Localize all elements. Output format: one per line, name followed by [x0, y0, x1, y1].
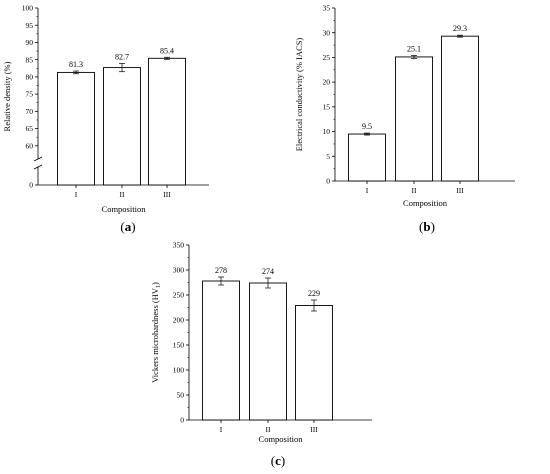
- data-label: 29.3: [453, 24, 467, 33]
- x-axis-title: Composition: [259, 434, 304, 444]
- panel-label-open: (: [120, 219, 124, 234]
- x-tick-label: III: [456, 186, 464, 195]
- bar: [103, 67, 141, 186]
- y-axis-title-text: Vickers microhardness (HV: [150, 287, 160, 383]
- bar: [295, 305, 333, 421]
- bar: [202, 280, 240, 421]
- y-tick-label: 5: [326, 152, 330, 161]
- bar: [348, 133, 386, 182]
- chart-panel-3: 0 50 100 150 200 250 300 350 278 I 274 II 229 III Comp…: [150, 241, 372, 468]
- panel-label-open: (: [419, 219, 423, 234]
- y-tick-label: 35: [323, 4, 331, 13]
- y-tick-label: 80: [26, 72, 34, 81]
- y-axis-title-suffix: ): [150, 282, 160, 285]
- x-axis-title: Composition: [403, 198, 448, 208]
- y-tick-label: 95: [26, 21, 34, 30]
- x-tick-label: III: [310, 425, 318, 434]
- y-tick-label: 20: [323, 78, 331, 87]
- data-label: 274: [262, 267, 274, 276]
- x-axis-title: Composition: [102, 204, 147, 214]
- chart-panel-1: 60 65 70 75 80 85 90 95 100 0 81.3 I 82.7 II 85.4 III Co…: [2, 4, 209, 234]
- axis-break-mark: [33, 164, 43, 170]
- y-tick-label: 15: [323, 102, 331, 111]
- y-tick-label: 10: [323, 127, 331, 136]
- data-label: 25.1: [407, 44, 421, 53]
- y-axis-title: Electrical conductivity (% IACS): [294, 38, 304, 152]
- y-axis-title: Vickers microhardness (HV1): [150, 282, 162, 383]
- y-tick-label: 60: [26, 141, 34, 150]
- panel-label: (c): [271, 453, 285, 468]
- y-tick-label: 65: [26, 124, 34, 133]
- y-tick-label: 0: [180, 416, 184, 425]
- y-tick-label: 350: [173, 241, 185, 250]
- bar: [249, 282, 287, 421]
- panel-label: (b): [419, 219, 435, 234]
- x-tick-label: II: [266, 425, 271, 434]
- data-label: 85.4: [160, 46, 174, 55]
- y-tick-label: 250: [173, 291, 185, 300]
- bar: [148, 57, 186, 186]
- y-tick-label: 300: [173, 266, 185, 275]
- y-tick-label: 0: [29, 181, 33, 190]
- bar: [441, 35, 479, 182]
- x-tick-label: I: [366, 186, 369, 195]
- chart-panel-2: 0 5 10 15 20 25 30 35 9.5 I 25.1 II 29.3 III Compositi…: [294, 4, 515, 234]
- y-axis-title-subscript: 1: [156, 285, 162, 288]
- panel-label-letter: b: [423, 219, 430, 234]
- y-tick-label: 100: [173, 366, 185, 375]
- y-axis-title: Relative density (%): [2, 61, 12, 131]
- y-tick-label: 70: [26, 107, 34, 116]
- y-axis-title-text: Electrical conductivity (% IACS): [294, 38, 304, 152]
- y-tick-label: 150: [173, 341, 185, 350]
- x-tick-label: I: [75, 190, 78, 199]
- y-axis-title-text: Relative density (%): [2, 61, 12, 131]
- panel-label-close: ): [431, 219, 435, 234]
- y-tick-label: 25: [323, 53, 331, 62]
- y-tick-label: 200: [173, 316, 185, 325]
- x-tick-label: II: [120, 190, 125, 199]
- y-tick-label: 90: [26, 38, 34, 47]
- y-tick-label: 30: [323, 28, 331, 37]
- x-tick-label: I: [220, 425, 223, 434]
- y-tick-label: 100: [22, 4, 34, 13]
- bar: [395, 56, 433, 182]
- panel-label-letter: a: [125, 219, 132, 234]
- axis-break-mark: [33, 156, 43, 162]
- data-label: 229: [308, 289, 320, 298]
- y-tick-label: 85: [26, 55, 34, 64]
- data-label: 9.5: [362, 122, 372, 131]
- panel-label-open: (: [271, 453, 275, 468]
- x-tick-label: II: [412, 186, 417, 195]
- data-label: 278: [215, 266, 227, 275]
- panel-label-close: ): [131, 219, 135, 234]
- y-tick-label: 75: [26, 90, 34, 99]
- y-tick-label: 0: [326, 177, 330, 186]
- data-label: 82.7: [115, 52, 129, 61]
- panel-label-close: ): [281, 453, 285, 468]
- x-tick-label: III: [163, 190, 171, 199]
- y-tick-label: 50: [177, 391, 185, 400]
- data-label: 81.3: [69, 60, 83, 69]
- bar: [57, 71, 95, 186]
- panel-label-letter: c: [275, 453, 281, 468]
- panel-label: (a): [120, 219, 135, 234]
